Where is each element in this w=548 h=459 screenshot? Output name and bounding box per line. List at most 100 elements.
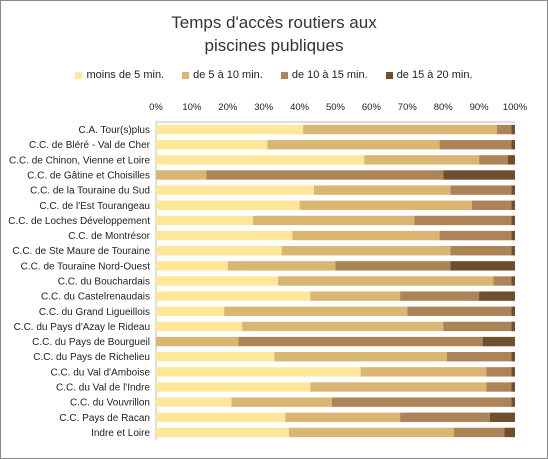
bar-segment-2 bbox=[274, 352, 447, 362]
category-label: C.C. de l'Est Tourangeau bbox=[39, 201, 150, 212]
category-label: C.C. de Touraine Nord-Ouest bbox=[21, 261, 151, 272]
bar-segment-3 bbox=[446, 352, 512, 362]
bar-segment-1 bbox=[156, 140, 268, 150]
category-label: C.C. du Pays d'Azay le Rideau bbox=[14, 322, 150, 333]
bar-segment-4 bbox=[511, 246, 515, 256]
x-tick-label: 80% bbox=[434, 102, 454, 113]
x-tick-label: 10% bbox=[182, 102, 202, 113]
bar-segment-2 bbox=[224, 306, 408, 316]
legend-swatch-1 bbox=[75, 71, 83, 79]
x-tick-label: 40% bbox=[290, 102, 310, 113]
bar-segment-2 bbox=[313, 185, 451, 195]
x-tick-label: 100% bbox=[503, 102, 528, 113]
bar-segment-3 bbox=[407, 306, 512, 316]
chart-title: Temps d'accès routiers aux piscines publ… bbox=[1, 11, 547, 57]
bar-segment-4 bbox=[511, 276, 515, 286]
bar-segment-1 bbox=[156, 124, 304, 135]
bar-segment-4 bbox=[511, 397, 515, 407]
x-tick-label: 50% bbox=[326, 102, 346, 113]
bar-segment-4 bbox=[489, 412, 515, 422]
bar-segment-4 bbox=[443, 170, 515, 180]
bar-segment-1 bbox=[156, 261, 228, 271]
legend-label-2: de 5 à 10 min. bbox=[193, 69, 263, 81]
bar-segment-2 bbox=[303, 124, 498, 135]
bar-segment-2 bbox=[156, 170, 207, 180]
legend-swatch-4 bbox=[385, 71, 393, 79]
bar-segment-2 bbox=[267, 140, 440, 150]
bar-segment-4 bbox=[511, 185, 515, 195]
bar-segment-4 bbox=[482, 336, 515, 347]
legend: moins de 5 min. de 5 à 10 min. de 10 à 15 … bbox=[1, 69, 547, 81]
bar-segment-3 bbox=[206, 170, 444, 180]
legend-item-3: de 10 à 15 min. bbox=[280, 69, 368, 81]
bar-segment-3 bbox=[439, 230, 512, 241]
bar-segment-1 bbox=[156, 155, 365, 165]
legend-label-4: de 15 à 20 min. bbox=[396, 69, 473, 81]
x-tick-label: 20% bbox=[218, 102, 238, 113]
category-label: C.C. de Bléré - Val de Cher bbox=[29, 140, 151, 151]
x-tick-label: 90% bbox=[470, 102, 490, 113]
bar-segment-2 bbox=[281, 246, 451, 256]
legend-item-4: de 15 à 20 min. bbox=[385, 69, 473, 81]
bar-segment-1 bbox=[156, 412, 286, 422]
bar-segment-2 bbox=[252, 215, 415, 226]
legend-item-2: de 5 à 10 min. bbox=[182, 69, 263, 81]
bar-segment-4 bbox=[511, 230, 515, 241]
category-label: C.C. de Ste Maure de Touraine bbox=[12, 246, 150, 257]
category-label: C.C. de Montrésor bbox=[68, 231, 150, 242]
category-label: C.C. du Castelrenaudais bbox=[41, 292, 150, 303]
chart-title-line-2: piscines publiques bbox=[204, 36, 344, 55]
bar-segment-4 bbox=[511, 140, 515, 150]
bar-segment-2 bbox=[310, 291, 401, 301]
category-label: C.C. du Pays de Richelieu bbox=[33, 352, 150, 363]
category-label: C.C. de Chinon, Vienne et Loire bbox=[9, 155, 150, 166]
x-tick-label: 70% bbox=[398, 102, 418, 113]
chart-title-line-1: Temps d'accès routiers aux bbox=[171, 13, 377, 32]
bar-segment-3 bbox=[238, 336, 483, 347]
bar-segment-4 bbox=[511, 306, 515, 316]
bar-segment-1 bbox=[156, 352, 275, 362]
bar-segment-4 bbox=[511, 352, 515, 362]
category-label: C.C. du Val de l'Indre bbox=[56, 383, 150, 394]
bar-segment-3 bbox=[400, 412, 490, 422]
bar-segment-2 bbox=[227, 261, 336, 271]
bar-segment-3 bbox=[331, 397, 512, 407]
category-label: C.C. du Pays de Bourgueil bbox=[32, 337, 150, 348]
bar-segment-4 bbox=[511, 367, 515, 377]
bar-segment-3 bbox=[400, 291, 480, 301]
category-label: C.A. Tour(s)plus bbox=[78, 125, 150, 136]
bar-segment-3 bbox=[450, 185, 512, 195]
bar-segment-1 bbox=[156, 291, 311, 301]
bar-segment-1 bbox=[156, 276, 279, 286]
category-label: C.C. Pays de Racan bbox=[59, 413, 150, 424]
bar-segment-2 bbox=[310, 382, 487, 392]
bar-segment-1 bbox=[156, 306, 225, 316]
bar-segment-4 bbox=[507, 155, 515, 165]
bar-segment-2 bbox=[278, 276, 494, 286]
bar-segment-4 bbox=[511, 200, 515, 210]
bar-segment-3 bbox=[471, 200, 512, 210]
x-tick-label: 60% bbox=[362, 102, 382, 113]
category-label: C.C. du Val d'Amboise bbox=[50, 367, 150, 378]
bar-segment-4 bbox=[511, 124, 515, 135]
bar-segment-2 bbox=[242, 321, 444, 332]
bar-segment-3 bbox=[493, 276, 512, 286]
bar-segment-2 bbox=[292, 230, 440, 241]
bar-segment-2 bbox=[364, 155, 480, 165]
bar-segment-3 bbox=[414, 215, 512, 226]
bar-segment-2 bbox=[299, 200, 472, 210]
bar-segment-1 bbox=[156, 230, 293, 241]
bar-segment-4 bbox=[479, 291, 515, 301]
bar-segment-4 bbox=[511, 382, 515, 392]
x-tick-label: 0% bbox=[149, 102, 163, 113]
bar-segment-3 bbox=[335, 261, 451, 271]
legend-swatch-3 bbox=[280, 71, 288, 79]
bar-segment-1 bbox=[156, 367, 361, 377]
legend-item-1: moins de 5 min. bbox=[75, 69, 164, 81]
x-tick-label: 30% bbox=[254, 102, 274, 113]
bar-segment-2 bbox=[288, 427, 454, 438]
bar-segment-4 bbox=[504, 427, 515, 438]
bar-segment-1 bbox=[156, 200, 300, 210]
